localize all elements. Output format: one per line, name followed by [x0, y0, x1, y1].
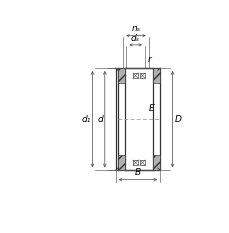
Text: nₛ: nₛ	[131, 24, 140, 33]
Bar	[115, 68, 160, 170]
Text: D: D	[174, 115, 181, 124]
Bar	[153, 68, 160, 83]
Text: E: E	[148, 104, 154, 113]
Bar	[132, 73, 138, 78]
Text: r: r	[147, 55, 151, 64]
Text: dₛ: dₛ	[131, 34, 139, 43]
Text: d: d	[97, 115, 103, 124]
Bar	[139, 73, 144, 78]
Bar	[153, 155, 160, 170]
Bar	[139, 160, 144, 165]
Bar	[132, 160, 138, 165]
Bar	[117, 68, 124, 83]
Text: B: B	[134, 168, 140, 177]
Bar	[117, 155, 124, 170]
Text: d₁: d₁	[81, 115, 90, 124]
